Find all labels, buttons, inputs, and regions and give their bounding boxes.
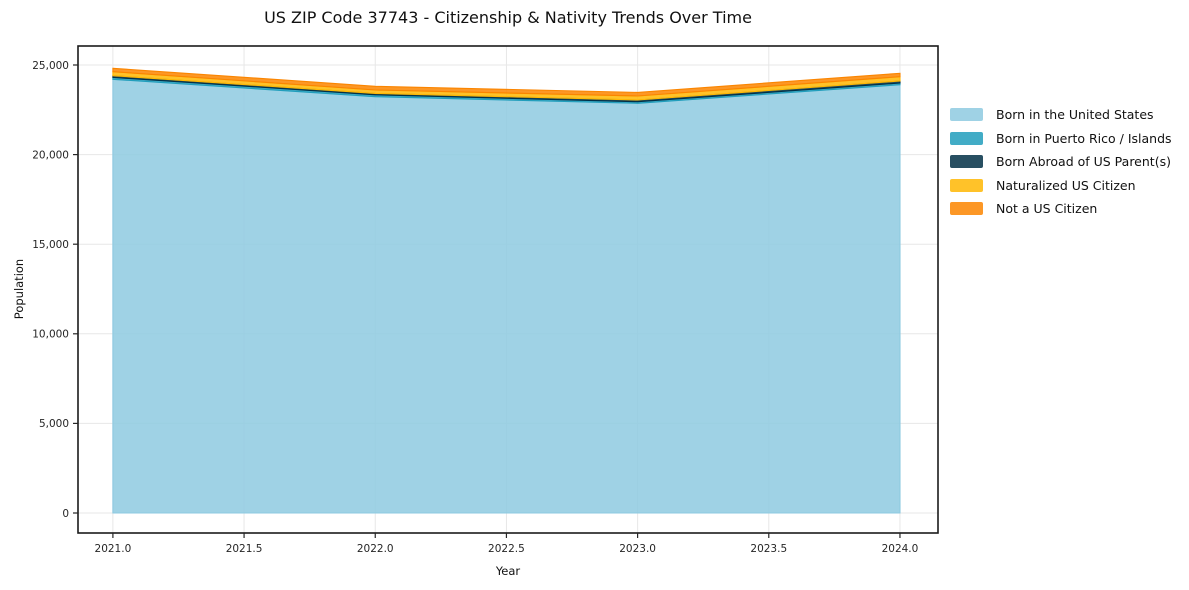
area-series-born-in-the-united-states bbox=[112, 78, 901, 514]
x-tick-label: 2022.5 bbox=[488, 543, 525, 555]
x-tick-label: 2023.5 bbox=[750, 543, 787, 555]
y-tick-label: 10,000 bbox=[32, 329, 69, 341]
x-tick-label: 2022.0 bbox=[357, 543, 394, 555]
legend-item: Naturalized US Citizen bbox=[950, 174, 1172, 198]
x-tick-label: 2024.0 bbox=[882, 543, 919, 555]
legend-item: Born in Puerto Rico / Islands bbox=[950, 127, 1172, 151]
legend-swatch bbox=[950, 202, 983, 216]
legend-label: Not a US Citizen bbox=[996, 201, 1098, 217]
x-tick-label: 2021.5 bbox=[226, 543, 263, 555]
x-tick-label: 2023.0 bbox=[619, 543, 656, 555]
legend-label: Naturalized US Citizen bbox=[996, 177, 1136, 193]
legend-label: Born Abroad of US Parent(s) bbox=[996, 154, 1171, 170]
legend-swatch bbox=[950, 131, 983, 145]
chart-title: US ZIP Code 37743 - Citizenship & Nativi… bbox=[264, 8, 752, 27]
legend-swatch bbox=[950, 178, 983, 192]
y-tick-label: 5,000 bbox=[39, 418, 69, 430]
chart-legend: Born in the United States Born in Puerto … bbox=[950, 103, 1172, 221]
y-tick-label: 20,000 bbox=[32, 149, 69, 161]
y-tick-label: 25,000 bbox=[32, 60, 69, 72]
y-tick-label: 15,000 bbox=[32, 239, 69, 251]
x-axis-label: Year bbox=[495, 564, 521, 578]
y-axis-label: Population bbox=[12, 258, 26, 320]
plot-frame bbox=[77, 45, 939, 534]
legend-swatch bbox=[950, 155, 983, 169]
legend-item: Not a US Citizen bbox=[950, 197, 1172, 221]
legend-item: Born Abroad of US Parent(s) bbox=[950, 150, 1172, 174]
y-tick-label: 0 bbox=[62, 508, 69, 520]
x-tick-label: 2021.0 bbox=[95, 543, 132, 555]
legend-item: Born in the United States bbox=[950, 103, 1172, 127]
legend-label: Born in the United States bbox=[996, 107, 1154, 123]
area-series-not-a-us-citizen bbox=[112, 67, 901, 97]
legend-swatch bbox=[950, 108, 983, 122]
legend-label: Born in Puerto Rico / Islands bbox=[996, 130, 1172, 146]
